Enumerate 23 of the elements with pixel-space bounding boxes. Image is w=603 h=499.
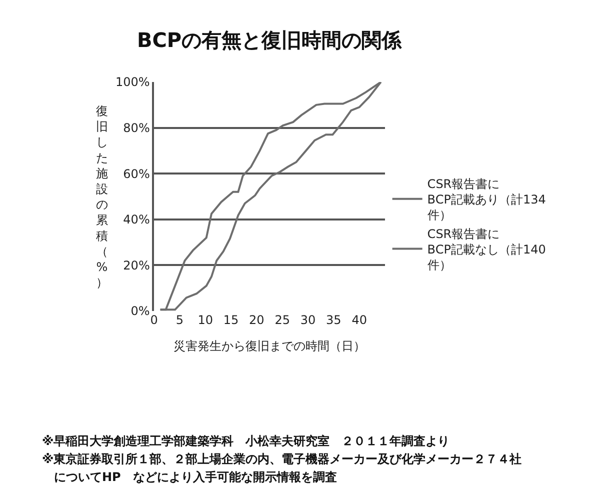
- y-tick-label: 20%: [123, 258, 150, 272]
- x-tick-label: 0: [150, 313, 158, 327]
- x-tick-label: 5: [176, 313, 184, 327]
- y-tick-label: 60%: [123, 166, 150, 181]
- x-tick-label: 20: [249, 313, 264, 327]
- legend-label: CSR報告書に BCP記載なし（計140 件）: [427, 226, 546, 272]
- x-tick-label: 25: [274, 313, 290, 327]
- y-tick-label: 0%: [130, 304, 150, 318]
- y-tick-label: 80%: [123, 121, 150, 135]
- chart-title: BCPの有無と復旧時間の関係: [137, 28, 403, 52]
- y-tick-label: 100%: [116, 75, 150, 90]
- x-tick-label: 30: [300, 313, 316, 327]
- text: についてHP などにより入手可能な開示情報を調査: [42, 470, 337, 484]
- x-tick-label: 15: [223, 313, 239, 327]
- x-tick-label: 40: [352, 313, 367, 327]
- text: 復旧した施設の累積（%）: [96, 104, 108, 290]
- x-tick-label: 10: [198, 313, 213, 327]
- y-tick-label: 40%: [123, 212, 150, 227]
- text: ※東京証券取引所１部、２部上場企業の内、電子機器メーカー及び化学メーカー２７４社: [42, 452, 522, 466]
- x-tick-label: 35: [326, 313, 342, 327]
- text: ※早稲田大学創造理工学部建築学科 小松幸夫研究室 ２０１１年調査より: [42, 434, 450, 448]
- legend-label: CSR報告書に BCP記載あり（計134 件）: [427, 177, 546, 222]
- x-axis-title: 災害発生から復旧までの時間（日）: [174, 338, 366, 353]
